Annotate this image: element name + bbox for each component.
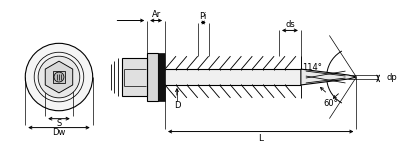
Text: D: D <box>174 101 180 110</box>
Circle shape <box>38 56 80 98</box>
Polygon shape <box>158 53 165 101</box>
Polygon shape <box>45 61 73 93</box>
Circle shape <box>54 72 64 82</box>
Text: Pi: Pi <box>200 12 207 21</box>
Text: S: S <box>56 119 62 128</box>
Polygon shape <box>165 69 301 85</box>
Polygon shape <box>122 58 147 96</box>
Polygon shape <box>147 53 158 101</box>
Polygon shape <box>53 71 65 83</box>
Text: dp: dp <box>386 72 397 82</box>
Text: ds: ds <box>285 20 295 29</box>
Text: Dw: Dw <box>52 128 66 137</box>
Text: 114°: 114° <box>302 63 322 72</box>
Text: 60°: 60° <box>323 99 338 108</box>
Text: Ar: Ar <box>152 10 161 19</box>
Polygon shape <box>301 69 356 85</box>
Text: L: L <box>258 134 263 143</box>
Circle shape <box>25 43 93 111</box>
